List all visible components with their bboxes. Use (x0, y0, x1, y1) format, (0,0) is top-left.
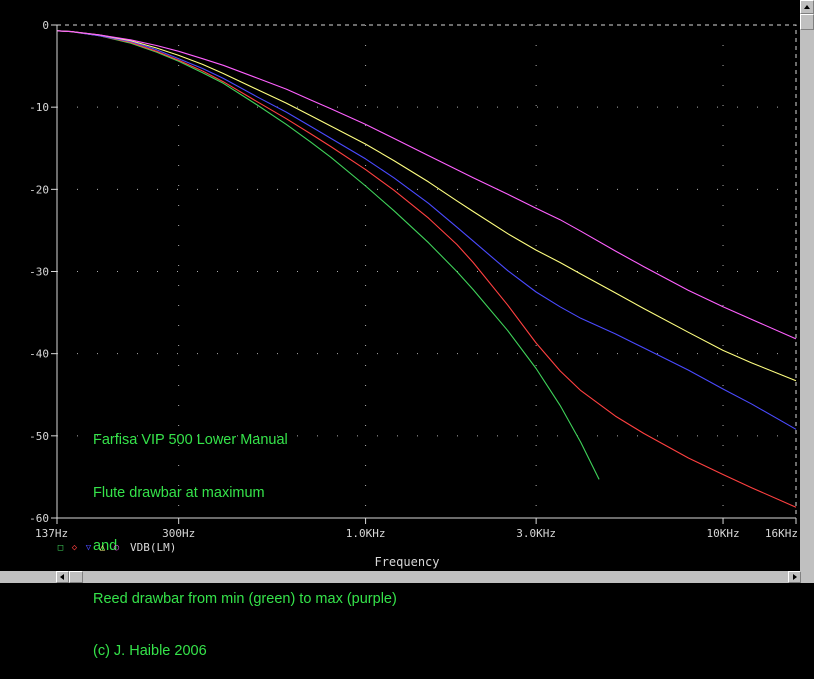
vertical-scrollbar[interactable] (800, 0, 814, 571)
scroll-left-arrow-icon[interactable] (56, 571, 69, 583)
chart-tick-labels: 0 -10 -20 -30 -40 -50 -60 137Hz 300Hz 1.0KHz 3.0KH… (29, 19, 798, 540)
legend-marker-triangle-up-icon: △ (99, 542, 106, 553)
legend-marker-circle-icon: ○ (113, 542, 120, 553)
y-tick-label: 0 (42, 19, 49, 32)
annotation-line: Reed drawbar from min (green) to max (pu… (93, 590, 397, 607)
legend-marker-diamond-icon: ◇ (71, 542, 78, 553)
y-tick-label: -60 (29, 512, 49, 525)
frequency-response-chart: 0 -10 -20 -30 -40 -50 -60 137Hz 300Hz 1.0KHz 3.0KH… (29, 19, 798, 540)
y-tick-label: -10 (29, 101, 49, 114)
chart-annotation: Farfisa VIP 500 Lower Manual Flute drawb… (93, 397, 397, 679)
x-tick-label: 300Hz (162, 527, 195, 540)
legend-marker-square-icon: □ (57, 542, 64, 553)
legend-marker-triangle-down-icon: ▽ (85, 542, 92, 553)
series-line-2 (56, 30, 797, 508)
annotation-line: Flute drawbar at maximum (93, 484, 265, 501)
legend-label: VDB(LM) (130, 541, 177, 554)
x-tick-label: 10KHz (706, 527, 739, 540)
x-tick-label: 16KHz (765, 527, 798, 540)
annotation-line: Farfisa VIP 500 Lower Manual (93, 432, 288, 449)
annotation-line: and (93, 537, 118, 554)
chart-legend: □ ◇ ▽ △ ○ VDB(LM) (56, 541, 177, 554)
y-tick-label: -40 (29, 348, 49, 361)
series-line-4 (56, 30, 797, 382)
annotation-line: (c) J. Haible 2006 (93, 643, 207, 660)
x-tick-label: 137Hz (35, 527, 68, 540)
horizontal-scrollbar[interactable] (0, 571, 814, 583)
x-tick-label: 3.0KHz (516, 527, 556, 540)
vertical-scroll-thumb[interactable] (800, 14, 814, 30)
scroll-right-arrow-icon[interactable] (788, 571, 801, 583)
series-line-5 (56, 30, 797, 340)
x-axis-title: Frequency (374, 555, 440, 569)
x-tick-label: 1.0KHz (346, 527, 386, 540)
series-line-3 (56, 30, 797, 430)
series-line-1 (56, 30, 600, 480)
y-tick-label: -20 (29, 183, 49, 196)
y-tick-label: -30 (29, 266, 49, 279)
y-tick-label: -50 (29, 430, 49, 443)
horizontal-scroll-thumb[interactable] (69, 571, 83, 583)
scroll-up-arrow-icon[interactable] (800, 0, 814, 14)
chart-series-group (56, 30, 797, 508)
chart-axes (51, 24, 797, 524)
